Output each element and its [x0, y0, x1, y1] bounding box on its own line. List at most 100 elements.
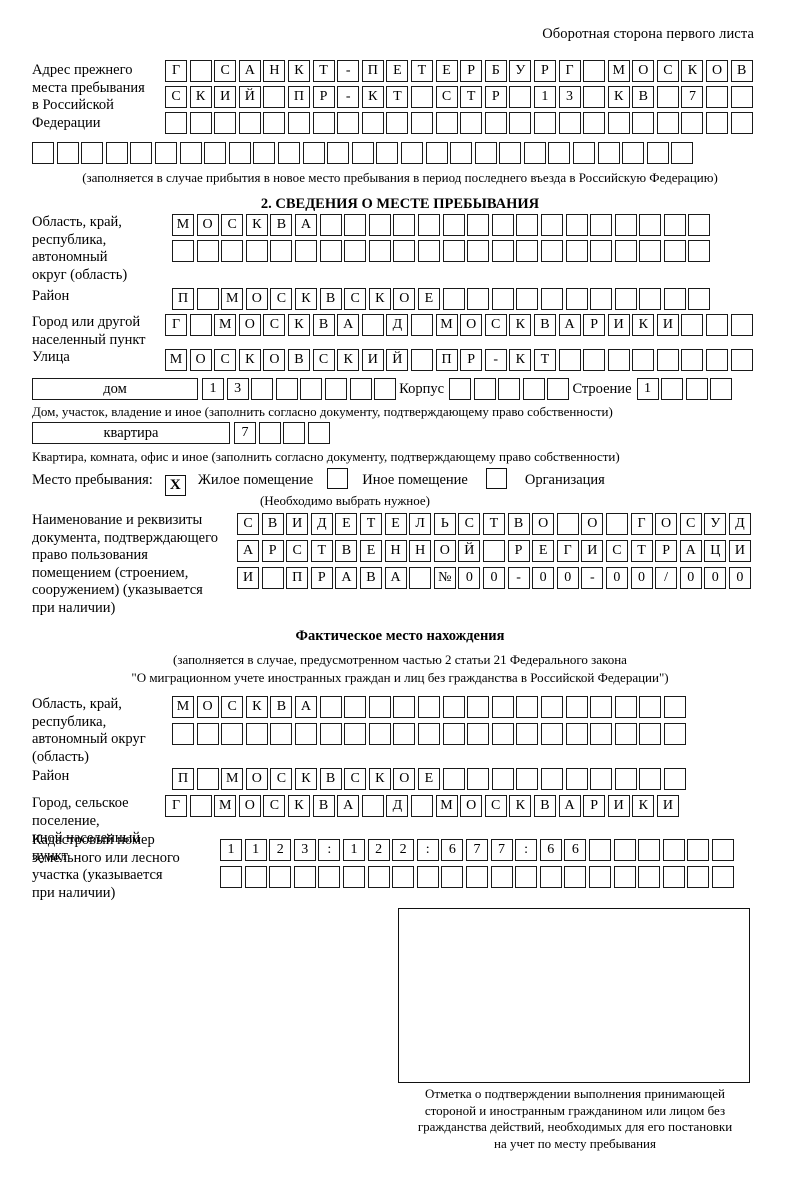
char-cell[interactable]	[312, 112, 335, 134]
char-cell[interactable]	[588, 839, 611, 861]
char-cell[interactable]: Т	[359, 513, 382, 535]
char-cell[interactable]	[730, 86, 753, 108]
char-cell[interactable]: Т	[630, 540, 653, 562]
char-cell[interactable]	[583, 112, 606, 134]
char-cell[interactable]: 1	[244, 839, 267, 861]
char-cell[interactable]	[467, 214, 490, 236]
char-cell[interactable]: 2	[367, 839, 390, 861]
char-cell[interactable]: С	[484, 314, 507, 336]
char-cell[interactable]: 3	[226, 378, 249, 400]
char-cell[interactable]	[342, 866, 365, 888]
char-cell[interactable]: 6	[441, 839, 464, 861]
char-cell[interactable]	[189, 60, 212, 82]
char-cell[interactable]: 0	[605, 567, 628, 589]
char-cell[interactable]: Г	[165, 795, 187, 817]
char-cell[interactable]: В	[359, 567, 382, 589]
char-cell[interactable]	[605, 513, 628, 535]
char-cell[interactable]	[263, 112, 286, 134]
char-cell[interactable]: Т	[410, 60, 433, 82]
char-cell[interactable]	[393, 723, 416, 745]
char-cell[interactable]	[522, 378, 545, 400]
char-cell[interactable]: О	[196, 696, 219, 718]
char-cell[interactable]: С	[221, 696, 244, 718]
char-cell[interactable]	[671, 142, 694, 164]
char-cell[interactable]	[491, 288, 514, 310]
char-cell[interactable]: О	[263, 349, 286, 371]
char-cell[interactable]	[196, 240, 219, 262]
char-cell[interactable]: К	[294, 768, 317, 790]
char-cell[interactable]	[409, 567, 432, 589]
char-cell[interactable]: Л	[409, 513, 432, 535]
char-cell[interactable]: П	[361, 60, 384, 82]
char-cell[interactable]: Г	[630, 513, 653, 535]
char-cell[interactable]	[540, 240, 563, 262]
char-cell[interactable]	[474, 142, 497, 164]
confirmation-stamp-area[interactable]	[398, 908, 750, 1083]
char-cell[interactable]: Е	[359, 540, 382, 562]
char-cell[interactable]: Е	[335, 513, 358, 535]
char-cell[interactable]: М	[221, 768, 244, 790]
char-cell[interactable]: Г	[165, 314, 187, 336]
char-cell[interactable]	[484, 112, 507, 134]
char-cell[interactable]	[245, 723, 268, 745]
char-cell[interactable]	[435, 112, 458, 134]
char-cell[interactable]: Т	[482, 513, 505, 535]
char-cell[interactable]: С	[458, 513, 481, 535]
char-cell[interactable]	[565, 288, 588, 310]
char-cell[interactable]	[368, 240, 391, 262]
char-cell[interactable]	[490, 866, 513, 888]
char-cell[interactable]	[251, 378, 274, 400]
char-cell[interactable]	[614, 240, 637, 262]
char-cell[interactable]	[688, 214, 711, 236]
char-cell[interactable]: В	[632, 86, 655, 108]
char-cell[interactable]	[417, 723, 440, 745]
char-cell[interactable]	[706, 349, 729, 371]
char-cell[interactable]	[564, 866, 587, 888]
char-cell[interactable]: О	[532, 513, 555, 535]
char-cell[interactable]: М	[435, 314, 458, 336]
char-cell[interactable]	[392, 866, 415, 888]
char-cell[interactable]: С	[344, 768, 367, 790]
char-cell[interactable]: 7	[681, 86, 704, 108]
char-cell[interactable]: 3	[558, 86, 581, 108]
char-cell[interactable]	[711, 839, 734, 861]
char-cell[interactable]	[687, 866, 710, 888]
char-cell[interactable]	[491, 768, 514, 790]
char-cell[interactable]	[590, 768, 613, 790]
char-cell[interactable]: К	[245, 214, 268, 236]
char-cell[interactable]: К	[287, 60, 310, 82]
char-cell[interactable]	[221, 723, 244, 745]
char-cell[interactable]	[590, 288, 613, 310]
char-cell[interactable]	[583, 86, 606, 108]
char-cell[interactable]	[607, 349, 630, 371]
char-cell[interactable]: Р	[484, 86, 507, 108]
char-cell[interactable]: 0	[630, 567, 653, 589]
char-cell[interactable]	[662, 839, 685, 861]
char-cell[interactable]: К	[294, 288, 317, 310]
char-cell[interactable]	[639, 214, 662, 236]
char-cell[interactable]	[663, 768, 686, 790]
char-cell[interactable]: Т	[312, 60, 335, 82]
char-cell[interactable]	[417, 240, 440, 262]
char-cell[interactable]: 2	[269, 839, 292, 861]
char-cell[interactable]	[204, 142, 227, 164]
char-cell[interactable]: Г	[556, 540, 579, 562]
char-cell[interactable]: С	[214, 60, 237, 82]
char-cell[interactable]: О	[245, 288, 268, 310]
char-cell[interactable]: С	[270, 288, 293, 310]
char-cell[interactable]: -	[337, 60, 360, 82]
char-cell[interactable]: -	[337, 86, 360, 108]
char-cell[interactable]: А	[238, 60, 261, 82]
char-cell[interactable]	[449, 378, 472, 400]
char-cell[interactable]: -	[484, 349, 507, 371]
char-cell[interactable]	[293, 866, 316, 888]
char-cell[interactable]	[442, 288, 465, 310]
char-cell[interactable]: Р	[460, 349, 483, 371]
char-cell[interactable]	[460, 112, 483, 134]
char-cell[interactable]	[196, 723, 219, 745]
char-cell[interactable]	[393, 240, 416, 262]
char-cell[interactable]: Р	[533, 60, 556, 82]
char-cell[interactable]	[32, 142, 54, 164]
char-cell[interactable]	[386, 112, 409, 134]
char-cell[interactable]: К	[509, 349, 532, 371]
